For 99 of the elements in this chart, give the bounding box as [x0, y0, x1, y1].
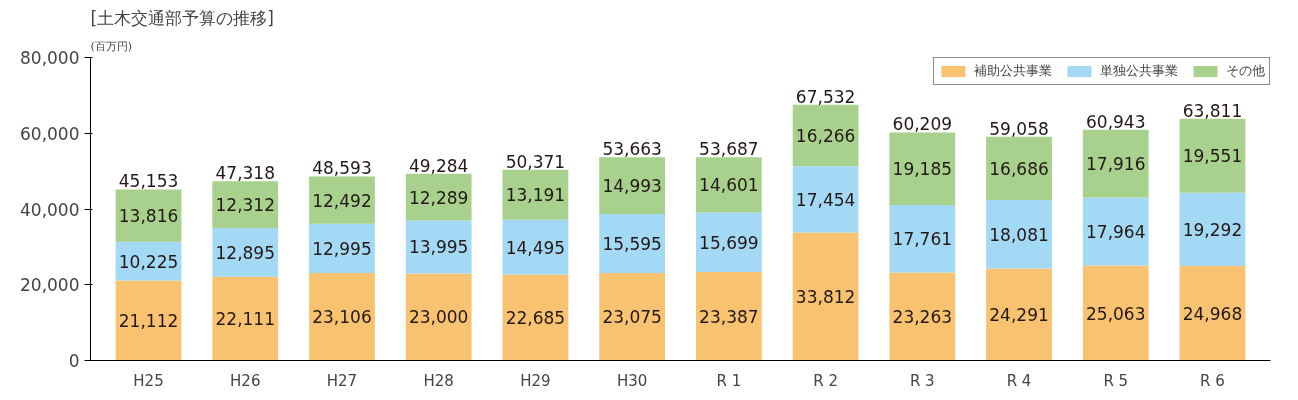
total-label: 45,153 — [118, 171, 179, 192]
bar — [986, 268, 1052, 361]
data-label: 19,185 — [892, 159, 953, 180]
data-label: 12,289 — [408, 187, 469, 208]
bar — [695, 212, 762, 272]
total-label: 67,532 — [795, 86, 856, 107]
bar — [889, 132, 956, 206]
total-label: 59,058 — [989, 118, 1049, 139]
total-label: 53,663 — [602, 139, 662, 160]
data-label: 23,000 — [408, 307, 469, 328]
data-label: 14,495 — [505, 237, 566, 258]
total-label: 49,284 — [408, 155, 469, 176]
total-label: 53,687 — [699, 139, 759, 160]
data-label: 22,111 — [215, 309, 275, 330]
data-label: 33,812 — [795, 286, 856, 307]
bar — [889, 205, 956, 273]
bar — [695, 157, 762, 213]
total-label: 60,209 — [892, 114, 953, 135]
total-label: 48,593 — [312, 158, 372, 179]
x-tick-label: R 4 — [1006, 371, 1032, 390]
data-label: 19,292 — [1182, 219, 1243, 240]
data-label: 12,312 — [215, 195, 275, 216]
bar — [1082, 197, 1149, 266]
data-label: 15,595 — [602, 234, 662, 255]
data-label: 10,225 — [118, 251, 179, 272]
bar — [502, 274, 569, 361]
data-label: 17,454 — [795, 189, 856, 210]
bar — [115, 189, 182, 242]
bar — [599, 273, 666, 361]
x-tick-label: R 1 — [716, 371, 742, 390]
legend-label: その他 — [1226, 62, 1265, 80]
legend-label: 補助公共事業 — [974, 62, 1052, 80]
bar — [1179, 265, 1246, 361]
bar — [1179, 192, 1246, 266]
data-label: 24,968 — [1182, 303, 1243, 324]
data-label: 22,685 — [505, 308, 566, 329]
bar — [792, 232, 859, 361]
x-tick-label: H29 — [520, 371, 551, 390]
y-axis-title: (百万円) — [90, 39, 133, 53]
bar — [309, 272, 375, 361]
data-label: 23,387 — [699, 306, 759, 327]
data-label: 15,699 — [699, 232, 759, 253]
data-label: 16,686 — [989, 158, 1049, 179]
data-label: 12,895 — [215, 242, 275, 263]
data-label: 23,263 — [892, 306, 953, 327]
bar — [599, 214, 666, 274]
bar — [405, 220, 472, 274]
data-label: 16,266 — [795, 126, 856, 147]
x-tick-label: R 5 — [1103, 371, 1129, 390]
x-tick-label: H28 — [423, 371, 454, 390]
y-tick-label: 20,000 — [20, 275, 80, 296]
data-label: 17,916 — [1086, 154, 1146, 175]
data-label: 17,761 — [892, 229, 953, 250]
data-label: 12,492 — [312, 190, 372, 211]
y-tick-label: 80,000 — [20, 48, 80, 68]
data-label: 24,291 — [989, 305, 1049, 325]
data-label: 13,816 — [118, 206, 179, 227]
y-tick-label: 40,000 — [20, 199, 80, 220]
bar — [1082, 265, 1149, 361]
bar — [405, 273, 472, 361]
x-tick-label: R 2 — [813, 371, 838, 390]
y-tick-label: 0 — [68, 351, 80, 371]
data-label: 23,106 — [312, 307, 372, 328]
x-tick-label: H30 — [616, 371, 648, 390]
legend-label: 単独公共事業 — [1100, 62, 1178, 80]
bar — [695, 271, 762, 361]
x-tick-label: H25 — [133, 371, 164, 390]
x-tick-label: R 3 — [909, 371, 935, 390]
bar — [309, 176, 375, 224]
total-label: 47,318 — [215, 163, 275, 184]
data-label: 13,995 — [408, 237, 469, 258]
total-label: 63,811 — [1182, 100, 1243, 121]
data-label: 12,995 — [312, 238, 372, 259]
bar — [1179, 118, 1246, 193]
data-label: 25,063 — [1086, 303, 1146, 324]
bar — [212, 276, 279, 361]
x-tick-label: H26 — [230, 371, 261, 390]
bar — [986, 200, 1052, 269]
data-label: 18,081 — [989, 224, 1049, 245]
data-label: 23,075 — [602, 307, 662, 328]
x-tick-label: H27 — [326, 371, 358, 390]
data-label: 19,551 — [1182, 146, 1243, 167]
data-label: 14,601 — [699, 175, 759, 196]
data-label: 17,964 — [1086, 222, 1146, 243]
bar — [115, 280, 182, 361]
total-label: 60,943 — [1086, 111, 1146, 132]
bar — [1082, 129, 1149, 198]
bar — [986, 136, 1052, 201]
data-label: 14,993 — [602, 176, 662, 197]
bar — [212, 181, 279, 228]
chart-title: [土木交通部予算の推移] — [90, 7, 274, 28]
data-label: 21,112 — [118, 311, 179, 332]
total-label: 50,371 — [505, 151, 566, 172]
bar — [792, 166, 859, 233]
data-label: 13,191 — [505, 185, 566, 206]
bar — [889, 272, 956, 361]
y-tick-label: 60,000 — [20, 123, 80, 144]
bar — [599, 157, 666, 215]
x-tick-label: R 6 — [1200, 371, 1225, 390]
